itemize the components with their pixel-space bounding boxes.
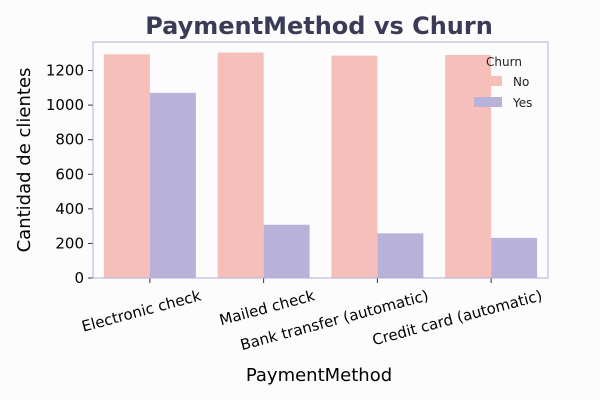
bar-yes-2 bbox=[377, 233, 424, 278]
legend-label-yes: Yes bbox=[512, 96, 532, 110]
y-axis: 0 200 400 600 800 1000 1200 bbox=[46, 62, 93, 287]
plot-frame bbox=[92, 41, 549, 279]
chart-title: PaymentMethod vs Churn bbox=[145, 12, 493, 40]
bar-yes-1 bbox=[263, 224, 310, 278]
bar-yes-0 bbox=[149, 92, 196, 278]
y-tick-label: 0 bbox=[74, 269, 84, 287]
y-tick-label: 1200 bbox=[46, 62, 84, 80]
y-tick-label: 1000 bbox=[46, 96, 84, 114]
x-axis-title: PaymentMethod bbox=[246, 365, 392, 386]
legend: Churn No Yes bbox=[474, 55, 532, 110]
bar-no-0 bbox=[103, 54, 150, 279]
bar-no-1 bbox=[217, 52, 264, 278]
bar-no-2 bbox=[331, 55, 378, 279]
y-tick-label: 800 bbox=[55, 131, 84, 149]
legend-label-no: No bbox=[513, 75, 529, 89]
y-axis-title: Cantidad de clientes bbox=[14, 68, 35, 253]
y-tick-label: 400 bbox=[55, 200, 84, 218]
bar-no-3 bbox=[445, 54, 492, 278]
x-tick-label: Electronic check bbox=[80, 286, 203, 335]
legend-title: Churn bbox=[486, 55, 522, 69]
bar-yes-3 bbox=[491, 237, 538, 278]
x-tick-label: Bank transfer (automatic) bbox=[238, 286, 430, 354]
legend-swatch-no bbox=[474, 76, 502, 86]
bars bbox=[103, 52, 538, 279]
y-tick-label: 600 bbox=[55, 165, 84, 183]
legend-swatch-yes bbox=[474, 97, 502, 107]
y-tick-label: 200 bbox=[55, 234, 84, 252]
